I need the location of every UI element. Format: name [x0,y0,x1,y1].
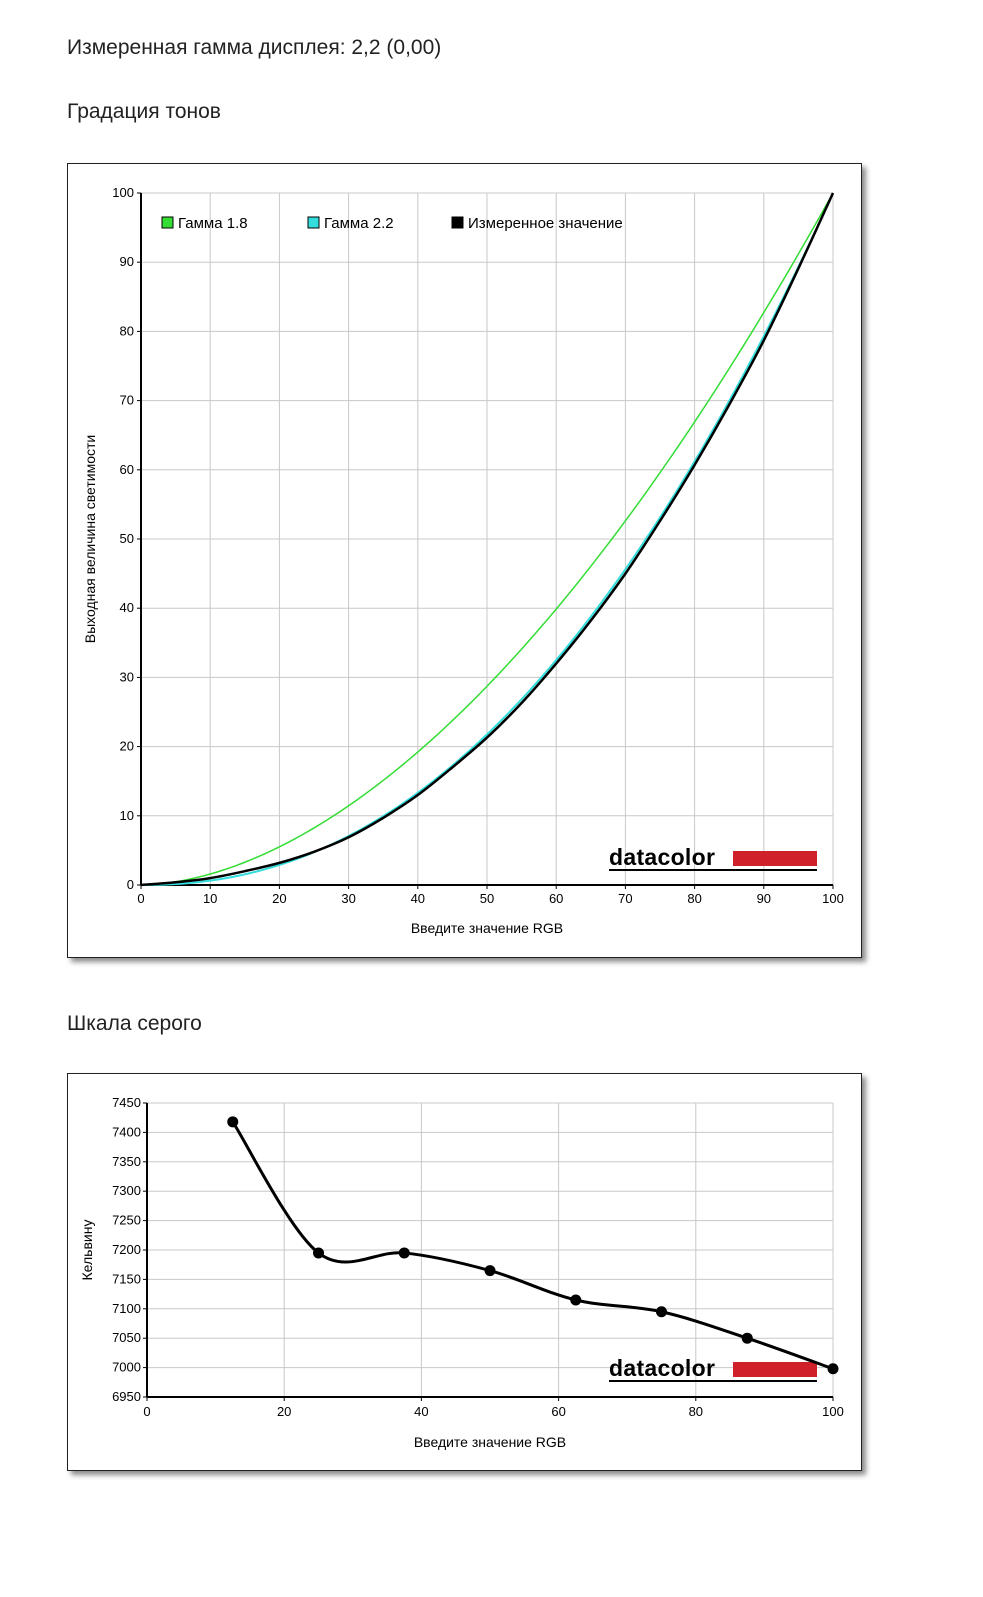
y-axis-title: Кельвину [79,1220,95,1281]
y-tick-label: 7000 [112,1360,141,1375]
x-tick-label: 100 [822,891,844,906]
y-tick-label: 7300 [112,1183,141,1198]
data-point [570,1294,582,1306]
y-tick-label: 70 [120,393,134,408]
series-measured-line [140,192,835,887]
y-tick-label: 7150 [112,1271,141,1286]
y-tick-label: 30 [120,669,134,684]
y-tick-label: 100 [112,185,134,200]
y-axis-title: Выходная величина светимости [82,435,98,643]
x-tick-label: 40 [411,891,425,906]
tone-chart-panel: 0 10 20 30 40 50 60 70 80 90 100 0 10 20 30 40 50 60 70 80 9… [67,163,862,958]
x-tick-label: 50 [480,891,494,906]
grayscale-section-title: Шкала серого [67,1012,202,1035]
legend-swatch [161,216,174,229]
x-axis-title: Введите значение RGB [414,1434,566,1450]
x-tick-label: 0 [137,891,144,906]
data-point [313,1247,324,1259]
y-tick-label: 80 [120,323,134,338]
legend-swatch [307,216,320,229]
x-tick-label: 90 [757,891,771,906]
data-point [827,1363,839,1375]
datacolor-logo: datacolor [609,844,817,871]
y-tick-label: 6950 [112,1389,141,1404]
y-tick-label: 7200 [112,1242,141,1257]
datacolor-logo-bar [733,851,817,866]
y-tick-label: 7450 [112,1095,141,1110]
data-point [484,1265,496,1277]
y-tick-label: 50 [120,531,134,546]
y-tick-label: 7050 [112,1330,141,1345]
x-tick-label: 20 [277,1404,291,1419]
legend-label: Измеренное значение [468,215,623,232]
y-tick-label: 40 [120,600,134,615]
y-tick-label: 10 [120,808,134,823]
legend-label: Гамма 1.8 [178,215,248,232]
x-tick-label: 20 [272,891,286,906]
y-tick-label: 7100 [112,1301,141,1316]
series-kelvin-line [231,1120,834,1371]
data-point [398,1247,410,1259]
tone-chart: 0 10 20 30 40 50 60 70 80 90 100 0 10 20 30 40 50 60 70 80 9… [82,185,844,936]
series-gamma-2-2-line [140,192,834,886]
y-tick-label: 20 [120,739,134,754]
x-tick-label: 60 [549,891,563,906]
tone-section-title: Градация тонов [67,100,221,123]
x-axis-title: Введите значение RGB [411,920,563,936]
x-tick-label: 100 [822,1404,844,1419]
grayscale-chart: 0 20 40 60 80 100 6950 7000 7050 7100 7150 7200 7250… [79,1095,844,1450]
x-tick-label: 80 [687,891,701,906]
legend-label: Гамма 2.2 [324,215,394,232]
x-tick-label: 40 [414,1404,428,1419]
datacolor-logo: datacolor [609,1355,817,1382]
datacolor-logo-text: datacolor [609,844,715,870]
y-tick-label: 60 [120,462,134,477]
x-tick-label: 60 [551,1404,565,1419]
x-tick-label: 30 [341,891,355,906]
y-tick-label: 0 [127,877,134,892]
datacolor-logo-bar [733,1362,817,1377]
measured-gamma-text: Измеренная гамма дисплея: 2,2 (0,00) [67,36,442,59]
x-tick-label: 80 [689,1404,703,1419]
x-tick-label: 10 [203,891,217,906]
x-tick-label: 70 [618,891,632,906]
y-tick-label: 90 [120,254,134,269]
x-tick-label: 0 [143,1404,150,1419]
y-tick-label: 7250 [112,1213,141,1228]
datacolor-logo-text: datacolor [609,1355,715,1381]
legend-swatch [451,216,464,229]
y-tick-label: 7350 [112,1154,141,1169]
series-gamma-1-8-line [140,192,834,886]
data-point [227,1116,239,1128]
data-point [656,1306,667,1318]
grayscale-chart-panel: 0 20 40 60 80 100 6950 7000 7050 7100 7150 7200 7250… [67,1073,862,1471]
data-point [741,1332,753,1344]
y-tick-label: 7400 [112,1124,141,1139]
